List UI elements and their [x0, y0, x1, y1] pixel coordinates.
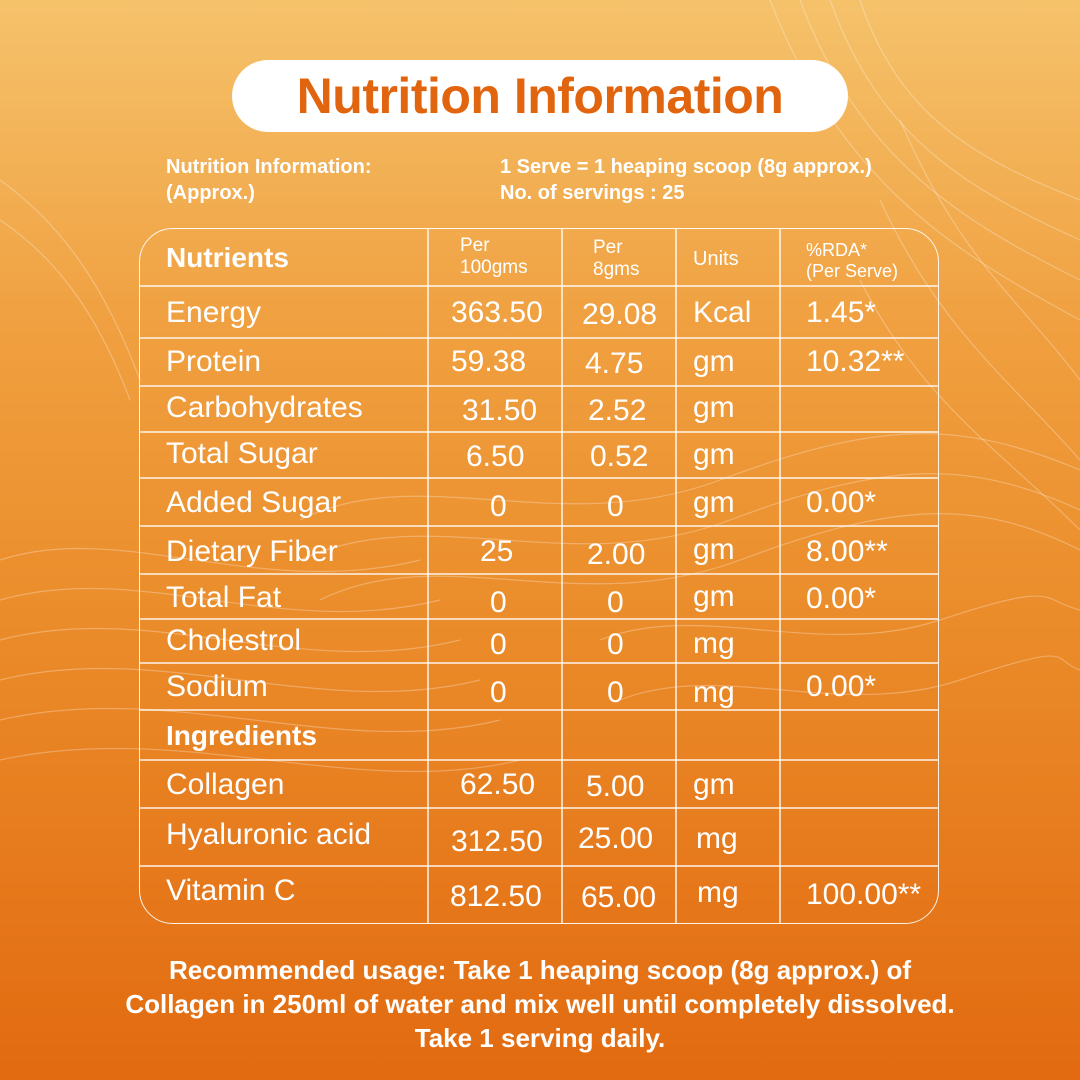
header-per8-line2: 8gms	[593, 259, 640, 280]
ingredient-name: Vitamin C	[166, 874, 296, 907]
nutrient-rda: 8.00**	[806, 535, 888, 568]
nutrient-unit: gm	[693, 533, 735, 566]
nutrient-per100: 0	[490, 628, 507, 661]
ingredient-name: Hyaluronic acid	[166, 818, 372, 851]
ingredient-per100: 62.50	[460, 768, 536, 801]
header-per100-line1: Per	[460, 235, 490, 256]
usage-line3: Take 1 serving daily.	[414, 1023, 666, 1053]
nutrient-per8: 0.52	[590, 440, 649, 473]
ingredient-per100: 312.50	[451, 825, 543, 858]
nutrient-name: Total Fat	[166, 581, 282, 614]
nutrient-unit: gm	[693, 391, 735, 424]
ingredient-per100: 812.50	[450, 880, 542, 913]
nutrient-per100: 0	[490, 586, 507, 619]
nutrient-per100: 363.50	[451, 296, 543, 329]
nutrient-name: Total Sugar	[166, 437, 318, 470]
ingredient-per8: 65.00	[581, 881, 657, 914]
nutrient-rda: 10.32**	[806, 345, 905, 378]
nutrient-unit: Kcal	[693, 296, 752, 329]
header-per8-line1: Per	[593, 237, 623, 258]
nutrient-unit: gm	[693, 438, 735, 471]
nutrient-per100: 6.50	[466, 440, 525, 473]
nutrient-per8: 2.52	[588, 394, 647, 427]
nutrient-per8: 0	[607, 628, 624, 661]
header-per100-line2: 100gms	[460, 257, 528, 278]
usage-line1: Recommended usage: Take 1 heaping scoop …	[168, 955, 912, 985]
nutrient-name: Cholestrol	[166, 624, 302, 657]
info-left-line1: Nutrition Information:	[166, 156, 372, 178]
nutrient-per8: 0	[607, 490, 624, 523]
ingredient-unit: gm	[693, 768, 735, 801]
nutrient-unit: mg	[693, 627, 735, 660]
ingredients-heading: Ingredients	[166, 720, 317, 751]
nutrient-per8: 0	[607, 676, 624, 709]
nutrition-table-frame	[139, 228, 939, 924]
nutrient-per8: 4.75	[585, 347, 644, 380]
header-units: Units	[693, 248, 739, 270]
ingredient-name: Collagen	[166, 768, 285, 801]
nutrient-per8: 0	[607, 586, 624, 619]
nutrient-name: Energy	[166, 296, 262, 329]
nutrient-unit: mg	[693, 676, 735, 709]
nutrient-unit: gm	[693, 486, 735, 519]
title-pill: Nutrition Information	[232, 60, 848, 132]
nutrient-name: Carbohydrates	[166, 391, 363, 424]
info-left: Nutrition Information: (Approx.)	[166, 154, 372, 206]
nutrient-per100: 31.50	[462, 394, 538, 427]
nutrient-per8: 2.00	[587, 538, 646, 571]
nutrient-per100: 25	[480, 535, 514, 568]
serving-size: 1 Serve = 1 heaping scoop (8g approx.)	[500, 156, 872, 178]
header-nutrients: Nutrients	[166, 242, 289, 273]
header-rda-line1: %RDA*	[806, 240, 868, 260]
header-rda-line2: (Per Serve)	[806, 261, 899, 281]
recommended-usage: Recommended usage: Take 1 heaping scoop …	[40, 953, 1040, 1055]
nutrient-name: Dietary Fiber	[166, 535, 338, 568]
nutrient-rda: 0.00*	[806, 582, 877, 615]
nutrient-rda: 1.45*	[806, 296, 877, 329]
ingredient-unit: mg	[697, 876, 739, 909]
nutrient-unit: gm	[693, 580, 735, 613]
nutrient-rda: 0.00*	[806, 670, 877, 703]
info-left-line2: (Approx.)	[166, 182, 255, 204]
ingredient-per8: 25.00	[578, 822, 654, 855]
nutrient-rda: 0.00*	[806, 486, 877, 519]
nutrient-unit: gm	[693, 345, 735, 378]
ingredient-rda: 100.00**	[806, 878, 922, 911]
usage-line2: Collagen in 250ml of water and mix well …	[125, 989, 955, 1019]
nutrient-per100: 0	[490, 676, 507, 709]
page-title: Nutrition Information	[296, 68, 784, 124]
nutrient-per100: 59.38	[451, 345, 527, 378]
nutrient-per100: 0	[490, 490, 507, 523]
nutrient-name: Protein	[166, 345, 262, 378]
servings-count: No. of servings : 25	[500, 182, 685, 204]
ingredient-per8: 5.00	[586, 770, 645, 803]
nutrient-name: Sodium	[166, 670, 268, 703]
nutrient-name: Added Sugar	[166, 486, 342, 519]
info-right: 1 Serve = 1 heaping scoop (8g approx.) N…	[500, 154, 872, 206]
ingredient-unit: mg	[696, 822, 738, 855]
nutrient-per8: 29.08	[582, 298, 658, 331]
